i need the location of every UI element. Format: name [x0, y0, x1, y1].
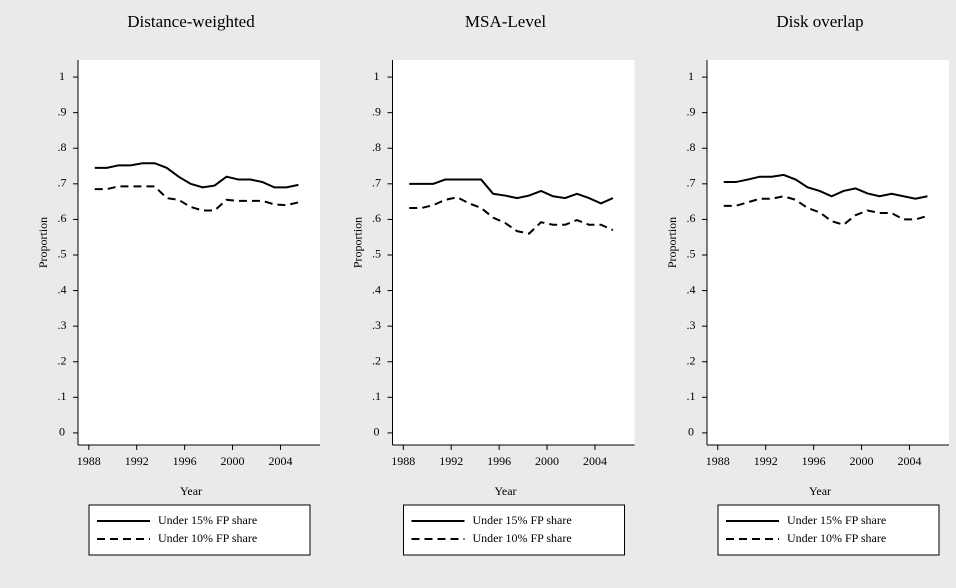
y-tick-label: .6	[58, 211, 67, 225]
series-line	[409, 196, 614, 235]
panel: MSA-Level 0 .1 .2 .3 .4 .5 .6 .7 .8 .9 1 1988 1992 199…	[350, 12, 635, 556]
panel-title: MSA-Level	[465, 12, 546, 31]
y-tick-label: .5	[58, 247, 67, 261]
y-tick-label: .8	[372, 140, 381, 154]
y-tick-label: .5	[372, 247, 381, 261]
y-tick-label: .7	[58, 176, 67, 190]
y-tick-label: .3	[687, 318, 696, 332]
panel: Disk overlap 0 .1 .2 .3 .4 .5 .6 .7 .8 .9 1 1988 1992…	[665, 12, 949, 556]
x-axis-label: Year	[809, 484, 831, 498]
y-axis-label: Proportion	[36, 217, 50, 268]
panel-title: Disk overlap	[776, 12, 863, 31]
y-tick-label: .1	[372, 389, 381, 403]
x-tick-label: 1992	[125, 454, 149, 468]
y-tick-label: .2	[687, 353, 696, 367]
x-tick-label: 2004	[583, 454, 607, 468]
y-tick-label: .2	[372, 353, 381, 367]
y-tick-label: .8	[687, 140, 696, 154]
series-line	[94, 162, 299, 189]
y-tick-label: .1	[687, 389, 696, 403]
legend-label: Under 10% FP share	[158, 531, 257, 545]
y-tick-label: 1	[374, 69, 380, 83]
x-tick-label: 2000	[221, 454, 245, 468]
y-tick-label: .4	[58, 282, 67, 296]
y-tick-label: .8	[58, 140, 67, 154]
legend-box	[403, 504, 625, 556]
y-tick-label: .4	[372, 282, 381, 296]
legend-label: Under 10% FP share	[473, 531, 572, 545]
legend: Under 15% FP share Under 10% FP share	[717, 504, 940, 556]
x-tick-label: 1988	[77, 454, 101, 468]
y-tick-label: .7	[687, 176, 696, 190]
series-line	[723, 173, 928, 200]
x-tick-label: 1996	[173, 454, 197, 468]
y-tick-label: .7	[372, 176, 381, 190]
legend: Under 15% FP share Under 10% FP share	[88, 504, 311, 556]
y-axis-label: Proportion	[665, 217, 679, 268]
y-tick-label: 0	[374, 425, 380, 439]
plot-area	[707, 60, 949, 445]
y-tick-label: .5	[687, 247, 696, 261]
series-line	[723, 195, 928, 226]
x-tick-label: 2000	[850, 454, 874, 468]
legend-label: Under 15% FP share	[473, 513, 572, 527]
x-axis-label: Year	[180, 484, 202, 498]
y-tick-label: .9	[58, 104, 67, 118]
plot-area	[78, 60, 320, 445]
y-tick-label: 1	[59, 69, 65, 83]
legend-label: Under 15% FP share	[787, 513, 886, 527]
x-tick-label: 1996	[802, 454, 826, 468]
plot-area	[392, 60, 635, 445]
legend-label: Under 10% FP share	[787, 531, 886, 545]
y-tick-label: .1	[58, 389, 67, 403]
panel: Distance-weighted 0 .1 .2 .3 .4 .5 .6 .7 .8 .9 1 198…	[36, 12, 320, 556]
y-tick-label: 1	[688, 69, 694, 83]
y-tick-label: .9	[372, 104, 381, 118]
panel-title: Distance-weighted	[127, 12, 255, 31]
y-tick-label: .2	[58, 353, 67, 367]
x-tick-label: 1992	[439, 454, 463, 468]
legend-box	[88, 504, 311, 556]
x-tick-label: 1992	[754, 454, 778, 468]
x-tick-label: 1988	[391, 454, 415, 468]
legend-label: Under 15% FP share	[158, 513, 257, 527]
y-tick-label: .9	[687, 104, 696, 118]
y-axis-label: Proportion	[350, 217, 364, 268]
y-tick-label: .4	[687, 282, 696, 296]
x-tick-label: 1988	[706, 454, 730, 468]
y-tick-label: 0	[688, 425, 694, 439]
y-tick-label: .3	[372, 318, 381, 332]
x-axis-label: Year	[494, 484, 516, 498]
series-line	[94, 185, 299, 212]
y-tick-label: .6	[687, 211, 696, 225]
legend-box	[717, 504, 940, 556]
series-line	[409, 178, 614, 205]
x-tick-label: 2004	[268, 454, 292, 468]
y-tick-label: 0	[59, 425, 65, 439]
y-tick-label: .6	[372, 211, 381, 225]
y-tick-label: .3	[58, 318, 67, 332]
x-tick-label: 2000	[535, 454, 559, 468]
x-tick-label: 2004	[897, 454, 921, 468]
x-tick-label: 1996	[487, 454, 511, 468]
legend: Under 15% FP share Under 10% FP share	[403, 504, 625, 556]
